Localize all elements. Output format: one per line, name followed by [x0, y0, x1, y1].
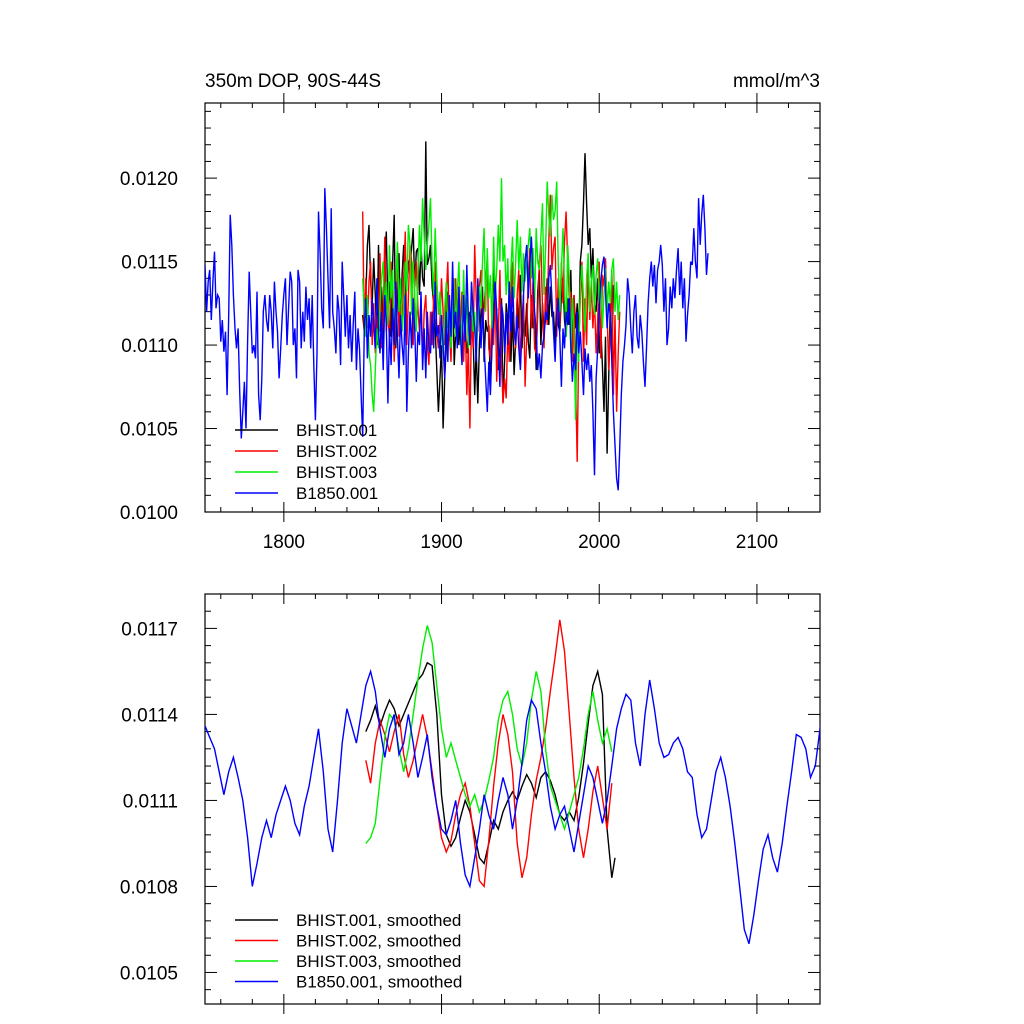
bottom-ytick-label-0.0111: 0.0111 [123, 791, 178, 812]
top-xtick-label-1900: 1900 [420, 532, 462, 553]
top-legend-label-3: B1850.001 [296, 484, 378, 503]
top-legend-label-1: BHIST.002 [296, 442, 377, 461]
top-ytick-label-0.0110: 0.0110 [121, 336, 178, 357]
bottom-series-line-2 [365, 625, 613, 844]
units-label: mmol/m^3 [733, 71, 820, 92]
top-xtick-label-2000: 2000 [578, 532, 620, 553]
bottom-series-line-0 [365, 661, 616, 878]
bottom-plot-frame [204, 593, 821, 1005]
bottom-ytick-label-0.0117: 0.0117 [121, 619, 178, 640]
bottom-ytick-label-0.0105: 0.0105 [120, 963, 178, 984]
bottom-legend-label-2: BHIST.003, smoothed [296, 952, 461, 971]
top-xtick-label-1800: 1800 [263, 532, 305, 553]
top-ytick-label-0.0100: 0.0100 [120, 503, 178, 524]
bottom-panel: 0.0105 0.0108 0.0111 0.0114 0.0117 BHIST.001,… [120, 584, 821, 1014]
top-series-line-1 [362, 194, 621, 462]
top-ytick-label-0.0105: 0.0105 [120, 420, 178, 441]
top-legend-label-2: BHIST.003 [296, 463, 377, 482]
top-xtick-label-2100: 2100 [736, 532, 778, 553]
bottom-series-line-1 [365, 619, 613, 889]
bottom-legend-label-1: BHIST.002, smoothed [296, 932, 461, 951]
bottom-series-line-3 [205, 668, 820, 945]
top-ytick-label-0.0120: 0.0120 [120, 169, 178, 190]
top-panel: 1800 1900 2000 2100 0.0100 0.0105 0.0110 0.0115… [120, 93, 821, 553]
top-plot-frame [204, 102, 821, 513]
bottom-legend-label-3: B1850.001, smoothed [296, 973, 462, 992]
bottom-ytick-label-0.0114: 0.0114 [121, 705, 178, 726]
bottom-legend-label-0: BHIST.001, smoothed [296, 911, 461, 930]
top-ytick-label-0.0115: 0.0115 [121, 253, 178, 274]
top-legend-label-0: BHIST.001 [296, 421, 377, 440]
chart-title: 350m DOP, 90S-44S [205, 71, 381, 92]
bottom-ytick-label-0.0108: 0.0108 [120, 877, 178, 898]
top-series-line-3 [205, 188, 709, 491]
